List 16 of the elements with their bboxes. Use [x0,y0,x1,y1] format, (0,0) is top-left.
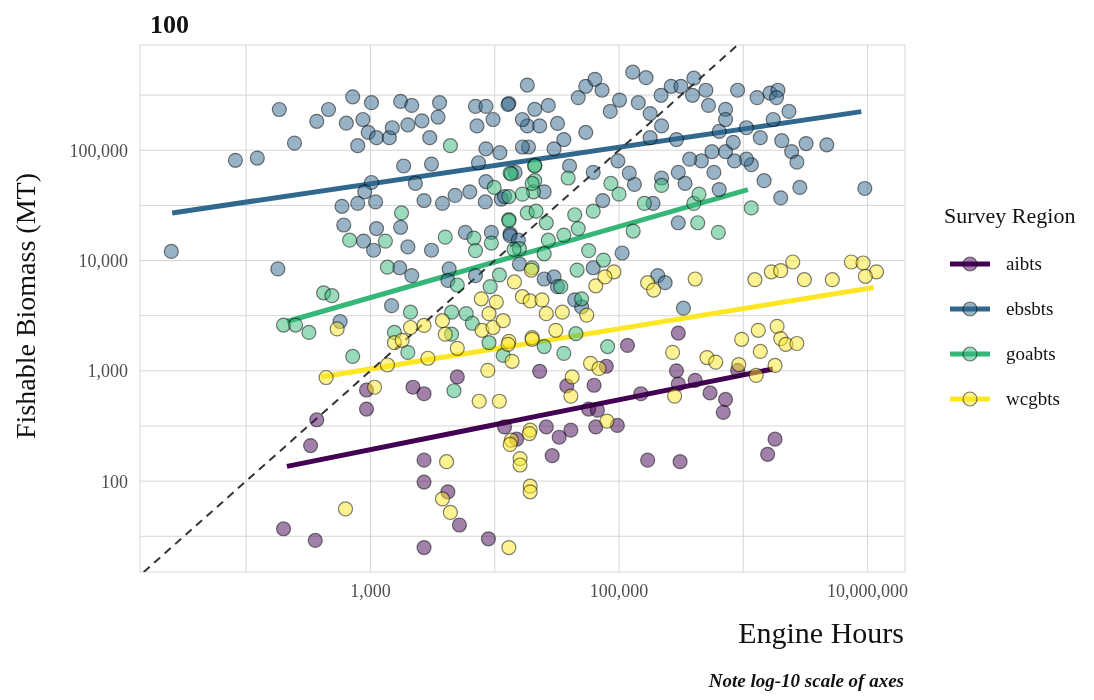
chart-title: 100 [150,10,189,40]
x-tick-label: 1,000 [350,580,391,601]
legend-label: goabts [1006,342,1056,365]
y-axis-title: Fishable Biomass (MT) [10,173,42,439]
y-tick-label: 100,000 [69,140,128,161]
legend-label: wcgbts [1006,387,1060,410]
y-tick-label: 10,000 [78,250,128,271]
legend-label: aibts [1006,252,1042,275]
legend-label: ebsbts [1006,297,1054,320]
text: Note log-10 scale of axes [708,670,904,692]
x-tick-label: 10,000,000 [827,580,909,601]
legend-title: Survey Region [944,203,1076,229]
y-tick-label: 1,000 [87,361,128,382]
x-axis-title: Engine Hours [738,616,904,650]
y-tick-label: 100 [101,471,128,492]
x-tick-label: 100,000 [589,580,649,601]
